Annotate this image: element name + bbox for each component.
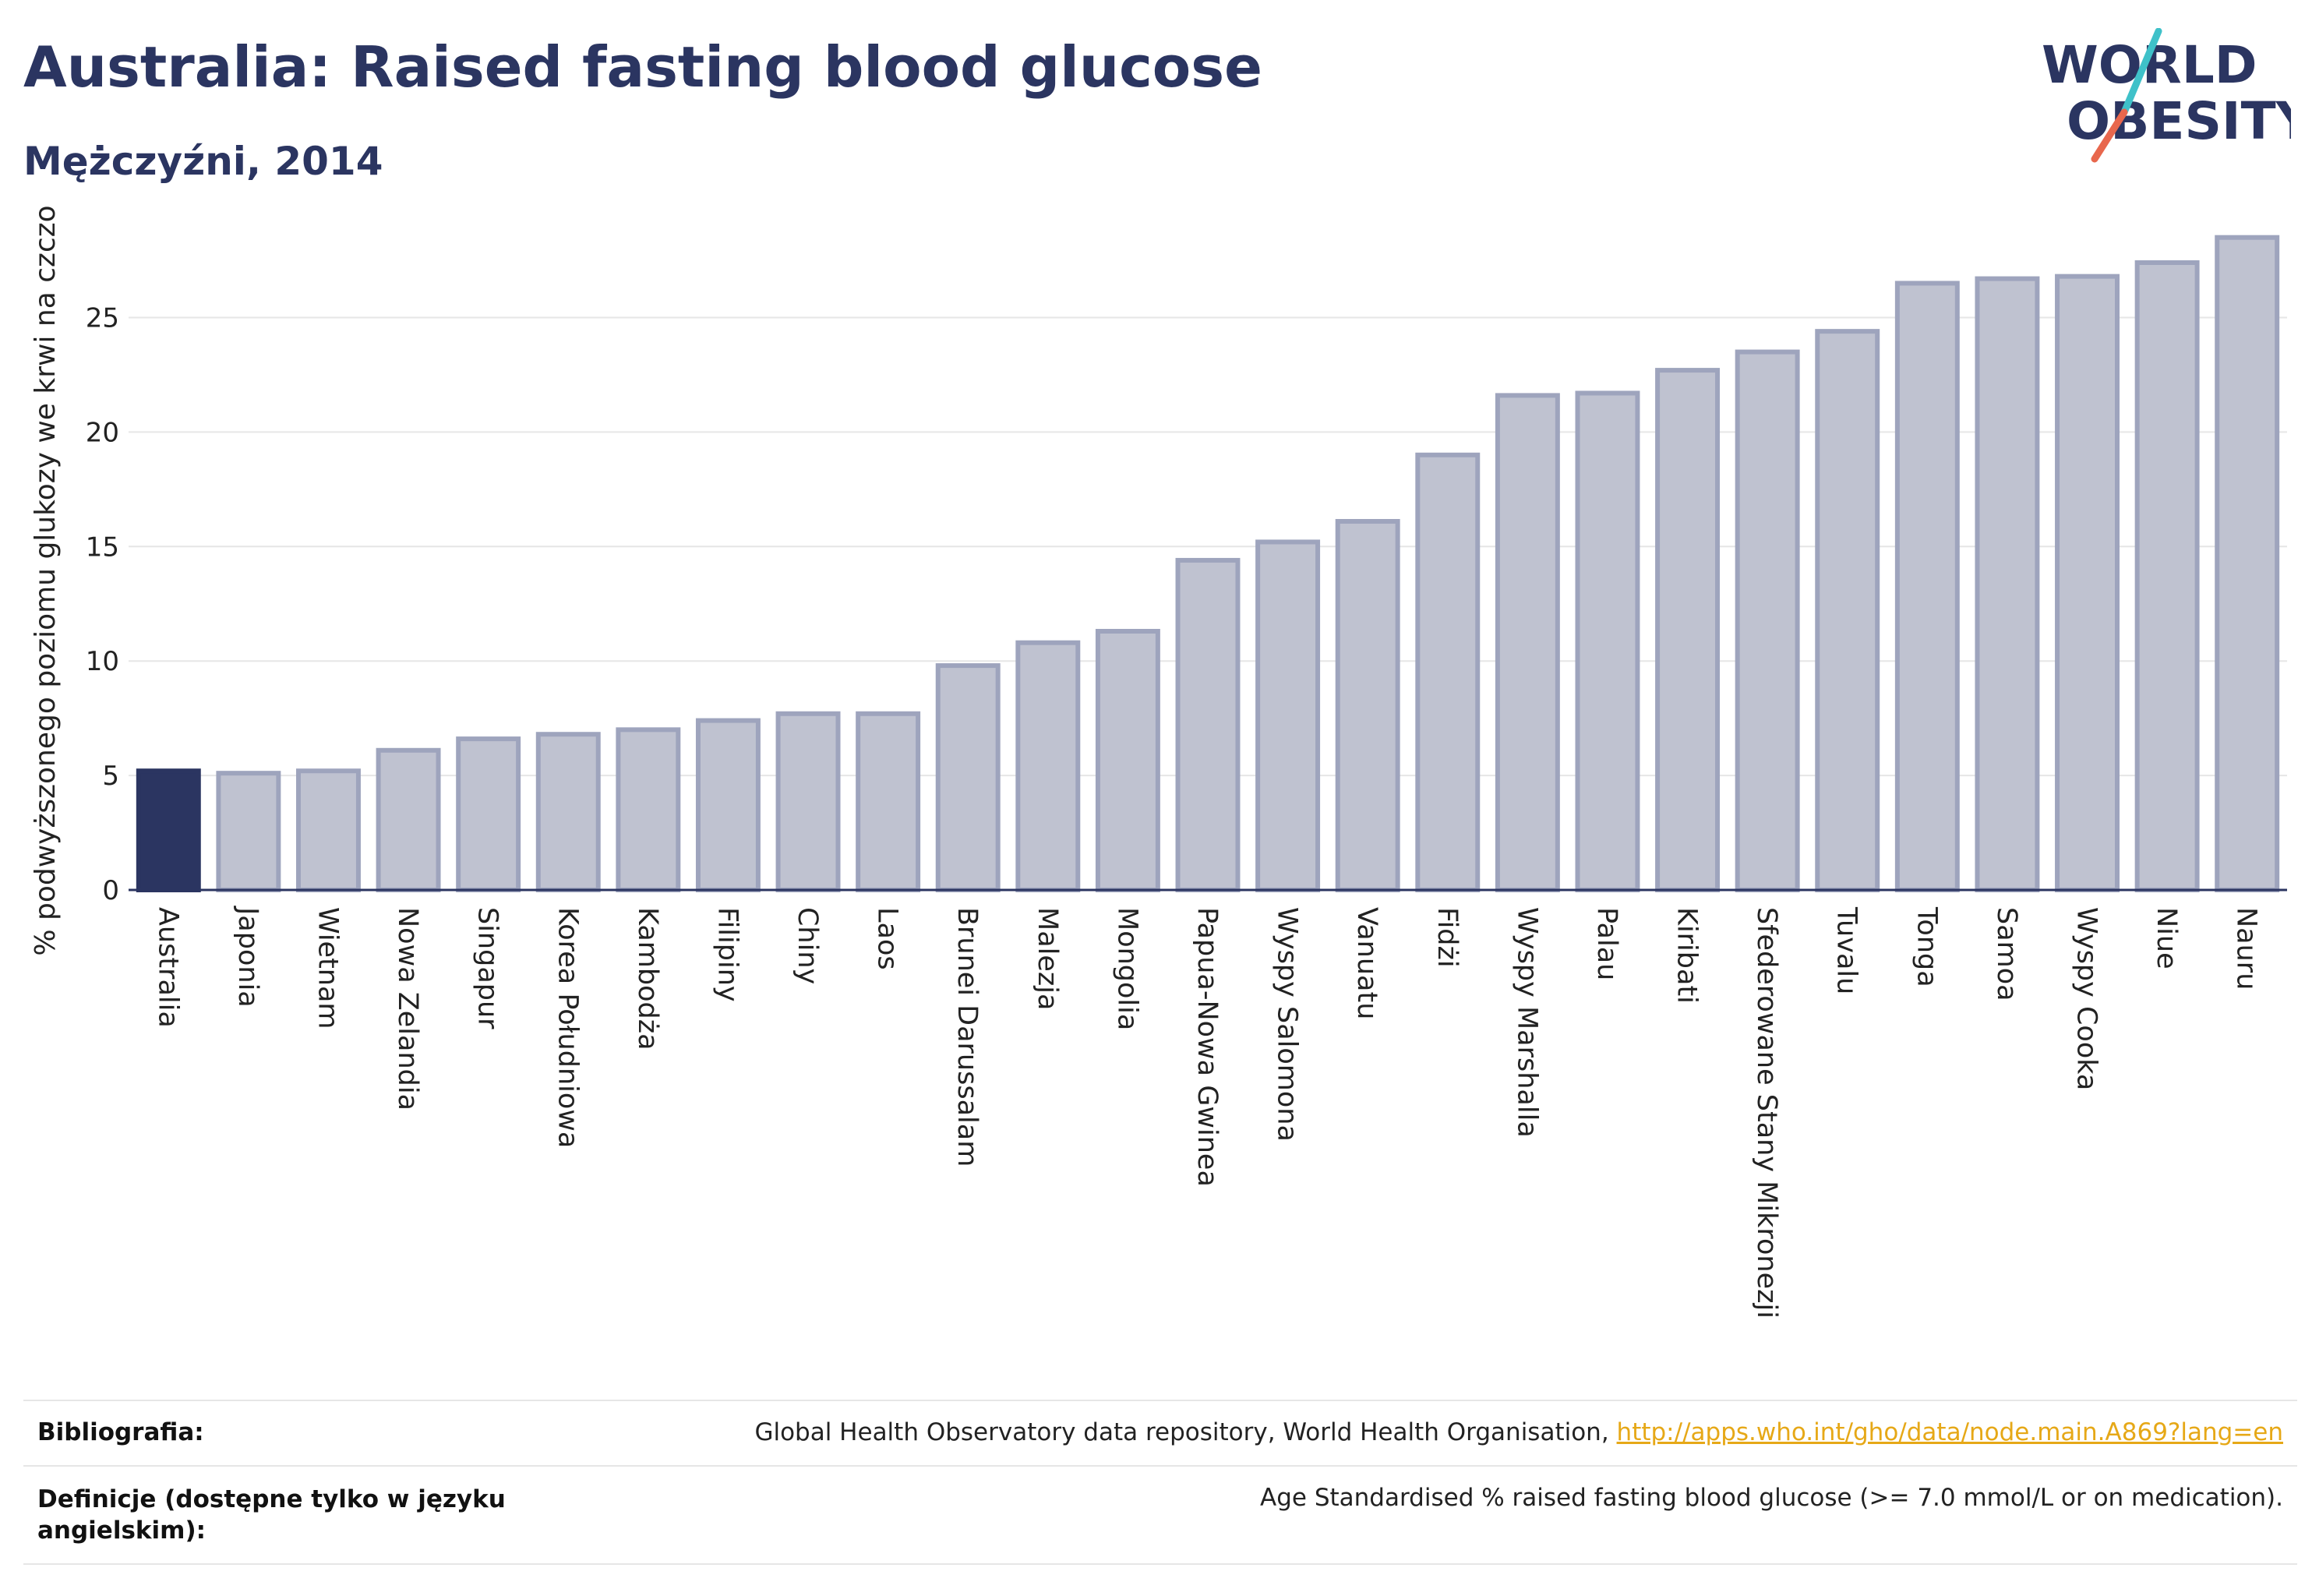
x-tick-label: Korea Południowa [552,907,583,1148]
x-tick-label: Filipiny [711,907,743,1002]
x-tick-label: Singapur [472,907,503,1029]
x-tick-label: Mongolia [1111,907,1142,1030]
bibliography-link[interactable]: http://apps.who.int/gho/data/node.main.A… [1616,1418,2283,1446]
bar-papua-nowa-gwinea [1175,557,1241,892]
x-tick-label: Sfederowane Stany Mikronezji [1751,907,1782,1319]
bar-sfederowane-stany-mikronezji [1735,349,1800,893]
bar-singapur [456,736,521,892]
y-tick-labels: 0 5 10 15 20 25 [86,303,119,906]
bar-australia [136,768,201,893]
y-tick-label: 0 [102,875,119,906]
bar-chiny [775,711,841,892]
x-tick-label: Brunei Darussalam [951,907,983,1167]
bar-mongolia [1095,629,1160,892]
x-tick-label: Nowa Zelandia [392,907,423,1110]
bar-wyspy-marshalla [1495,393,1560,892]
x-tick-label: Tonga [1911,906,1942,987]
bar-niue [2134,260,2200,892]
footer-divider-middle [23,1465,2297,1467]
bar-nowa-zelandia [376,747,441,892]
logo-slash-top [2120,28,2162,116]
y-axis-title: % podwyższonego poziomu glukozy we krwi … [30,205,62,955]
bar-brunei-darussalam [935,663,1001,892]
x-tick-label: Papua-Nowa Gwinea [1191,907,1223,1187]
x-tick-label: Wyspy Salomona [1272,907,1303,1142]
x-tick-label: Palau [1591,907,1622,980]
bar-nauru [2215,235,2280,893]
bibliography-value: Global Health Observatory data repositor… [754,1418,2283,1446]
y-tick-label: 25 [86,303,119,334]
x-tick-label: Wietnam [312,907,343,1029]
bar-tuvalu [1815,329,1880,892]
logo-slash-bottom [2091,108,2128,163]
bar-filipiny [695,718,761,892]
bar-wietnam [296,768,361,893]
bar-japonia [216,771,281,893]
x-tick-label: Vanuatu [1351,907,1382,1019]
bar-kambodża [616,727,681,893]
x-tick-label: Fidżi [1431,907,1463,968]
bar-laos [856,711,921,892]
bar-tonga [1894,281,1960,892]
y-tick-label: 5 [102,761,119,792]
bar-wyspy-salomona [1255,539,1321,893]
x-tick-label: Kambodża [632,907,663,1050]
bibliography-text: Global Health Observatory data repositor… [754,1418,1617,1446]
bibliography-row: Bibliografia: Global Health Observatory … [23,1418,2297,1465]
bar-fidżi [1415,452,1481,892]
x-tick-labels: Australia Japonia Wietnam Nowa Zelandia Sing… [152,906,2261,1319]
x-tick-label: Samoa [1991,907,2022,1001]
x-tick-label: Niue [2151,907,2182,969]
definitions-text: Age Standardised % raised fasting blood … [1260,1484,2283,1512]
x-tick-label: Laos [872,907,903,970]
footer-divider-top [23,1400,2297,1401]
x-tick-label: Nauru [2231,907,2262,990]
chart-title: Australia: Raised fasting blood glucose [23,34,1262,100]
bar-malezja [1015,640,1081,892]
x-tick-label: Kiribati [1671,907,1703,1004]
bar-palau [1575,390,1640,892]
definitions-label: Definicje (dostępne tylko w języku angie… [37,1485,506,1545]
definitions-row: Definicje (dostępne tylko w języku angie… [23,1484,2297,1562]
x-tick-label: Australia [152,907,183,1028]
x-tick-label: Malezja [1032,907,1063,1010]
y-tick-label: 20 [86,417,119,448]
x-tick-label: Wyspy Marshalla [1511,907,1542,1138]
bar-kiribati [1655,368,1721,892]
footer-divider-bottom [23,1563,2297,1565]
y-tick-label: 10 [86,646,119,677]
world-obesity-logo: WORLD OBESITY [2042,28,2291,163]
y-tick-label: 15 [86,531,119,563]
bar-samoa [1975,276,2040,893]
bar-vanuatu [1335,518,1400,892]
x-tick-label: Wyspy Cooka [2071,907,2102,1090]
chart-subtitle: Mężczyźni, 2014 [23,139,383,184]
x-tick-label: Chiny [792,907,823,984]
bibliography-label: Bibliografia: [37,1418,204,1446]
x-tick-label: Japonia [232,906,263,1008]
x-tick-label: Tuvalu [1831,906,1862,994]
bar-korea-południowa [535,732,601,893]
bars [136,235,2280,893]
bar-chart: 0 5 10 15 20 25 Australia Japonia Wietnam Nowa Z… [30,205,2287,1319]
bar-wyspy-cooka [2055,274,2120,893]
